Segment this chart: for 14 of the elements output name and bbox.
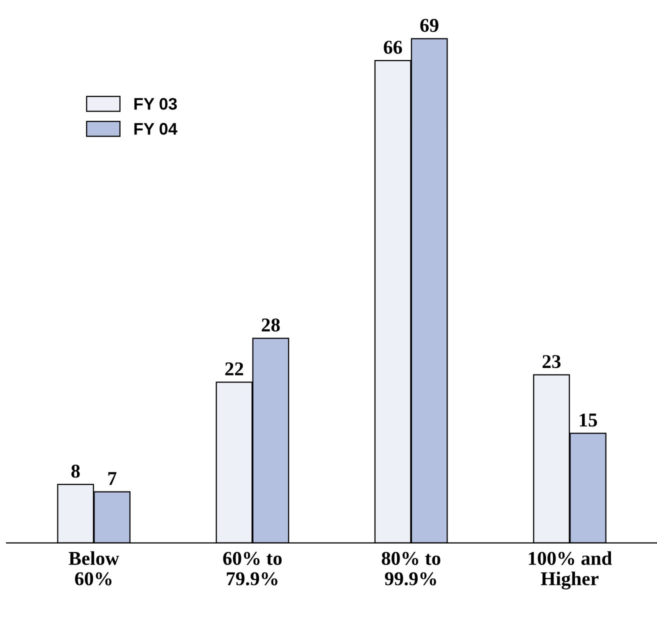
x-tick-label: Below 60% — [68, 551, 120, 586]
x-tick-label: 60% to 79.9% — [223, 552, 282, 586]
legend-label: FY 04 — [134, 122, 178, 135]
x-tick-label: 80% to 99.9% — [382, 552, 440, 586]
data-label: 7 — [108, 472, 116, 485]
data-label: 23 — [542, 355, 561, 368]
x-tick-label: 100% and Higher — [528, 551, 612, 590]
data-label: 22 — [225, 362, 244, 376]
data-label: 15 — [580, 414, 597, 427]
data-label: 66 — [384, 40, 402, 54]
data-label: 69 — [420, 18, 438, 32]
data-label: 8 — [71, 464, 80, 478]
legend-label: FY 03 — [134, 98, 177, 110]
data-label: 28 — [262, 318, 280, 332]
